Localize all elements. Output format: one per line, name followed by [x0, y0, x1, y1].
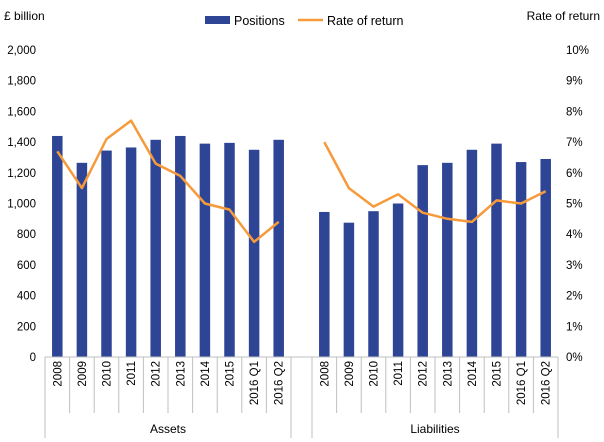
left-axis-ticks: 0 200 400 600 800 1,000 1,200 1,400 1,600 1,800 2,…	[7, 45, 36, 364]
category-tick-label: 2016 Q2	[274, 361, 286, 405]
bar-assets-2014	[199, 143, 211, 357]
left-tick-label: 2,000	[7, 45, 36, 57]
bar-assets-2012	[150, 139, 161, 357]
left-axis-title: £ billion	[4, 9, 45, 23]
bar-assets-2011	[125, 147, 137, 357]
left-tick-label: 1,800	[7, 76, 36, 88]
category-tick-label: 2016 Q1	[249, 361, 261, 405]
rate-lines	[56, 119, 547, 244]
left-tick-label: 800	[17, 229, 36, 241]
right-tick-label: 0%	[566, 352, 583, 364]
bar-assets-2010	[101, 150, 112, 357]
right-tick-label: 5%	[566, 199, 583, 211]
right-tick-label: 6%	[566, 168, 583, 180]
bar-liabilities-2016-q2	[540, 158, 551, 357]
x-axis: 2008 2009 2010 2011 2012 2013 2014 2015 2016 Q1 2…	[44, 356, 559, 438]
category-tick-label: 2010	[102, 361, 114, 387]
category-tick-label: 2014	[467, 360, 479, 386]
right-tick-label: 2%	[566, 291, 583, 303]
category-tick-label: 2011	[126, 361, 138, 386]
rate-line-assets	[56, 119, 280, 244]
group-label-assets: Assets	[150, 422, 186, 436]
bar-assets-2009	[76, 162, 88, 357]
bar-assets-2016-q2	[273, 139, 284, 357]
legend-bar-label: Positions	[234, 14, 285, 28]
left-tick-label: 1,000	[7, 199, 36, 211]
bar-assets-2016-q1	[248, 149, 260, 357]
bar-assets-2015	[224, 142, 235, 357]
bar-liabilities-2010	[368, 211, 379, 357]
bars	[52, 135, 551, 357]
legend-line-label: Rate of return	[327, 14, 403, 28]
right-tick-label: 1%	[566, 321, 583, 333]
category-tick-label: 2009	[344, 361, 356, 387]
category-tick-label: 2008	[319, 361, 331, 387]
category-tick-label: 2016 Q1	[516, 361, 528, 405]
left-tick-label: 1,200	[7, 168, 36, 180]
right-tick-label: 8%	[566, 106, 583, 118]
category-tick-label: 2008	[52, 361, 64, 387]
left-tick-label: 0	[30, 352, 36, 364]
category-tick-label: 2013	[175, 361, 187, 387]
bar-liabilities-2012	[417, 165, 428, 357]
legend: Positions Rate of return	[205, 14, 403, 28]
left-tick-label: 1,600	[7, 106, 36, 118]
category-tick-label: 2014	[200, 360, 212, 386]
right-tick-label: 9%	[566, 76, 583, 88]
category-tick-label: 2010	[369, 361, 381, 387]
left-tick-label: 400	[17, 291, 36, 303]
right-axis-ticks: 0% 1% 2% 3% 4% 5% 6% 7% 8% 9% 10%	[566, 45, 589, 364]
bar-liabilities-2014	[466, 149, 478, 357]
right-tick-label: 4%	[566, 229, 583, 241]
category-tick-label: 2012	[151, 361, 163, 387]
bar-liabilities-2013	[442, 162, 453, 357]
bar-liabilities-2008	[319, 211, 330, 357]
bar-assets-2013	[175, 135, 186, 357]
category-tick-label: 2009	[77, 361, 89, 387]
right-axis-title: Rate of return	[527, 9, 600, 23]
bar-liabilities-2009	[343, 222, 355, 357]
legend-bar-swatch	[205, 16, 230, 24]
category-tick-label: 2011	[393, 361, 405, 386]
right-tick-label: 3%	[566, 260, 583, 272]
right-tick-label: 10%	[566, 45, 589, 57]
left-tick-label: 1,400	[7, 137, 36, 149]
left-tick-label: 200	[17, 321, 36, 333]
bar-assets-2008	[52, 135, 63, 357]
category-tick-label: 2012	[418, 361, 430, 387]
left-tick-label: 600	[17, 260, 36, 272]
bar-liabilities-2016-q1	[515, 162, 527, 357]
category-tick-label: 2016 Q2	[541, 361, 553, 405]
category-tick-label: 2015	[225, 361, 237, 387]
category-tick-label: 2015	[492, 361, 504, 387]
group-label-liabilities: Liabilities	[410, 422, 459, 436]
bar-liabilities-2011	[392, 203, 404, 357]
bar-liabilities-2015	[491, 143, 502, 357]
category-tick-label: 2013	[442, 361, 454, 387]
rate-line-liabilities	[323, 141, 547, 224]
right-tick-label: 7%	[566, 137, 583, 149]
